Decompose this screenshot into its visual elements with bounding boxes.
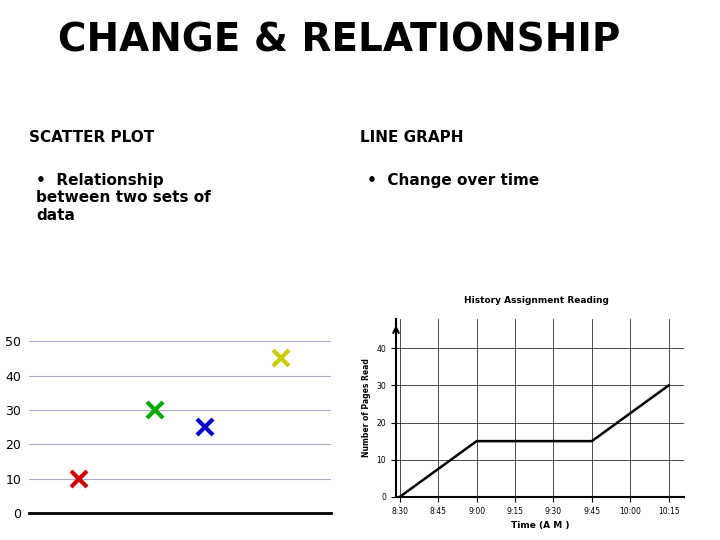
Text: •  Relationship
between two sets of
data: • Relationship between two sets of data — [36, 173, 211, 222]
Text: History Assignment Reading: History Assignment Reading — [464, 296, 609, 305]
Text: •  Change over time: • Change over time — [367, 173, 539, 188]
Text: SCATTER PLOT: SCATTER PLOT — [29, 130, 154, 145]
Text: LINE GRAPH: LINE GRAPH — [360, 130, 464, 145]
Text: CHANGE & RELATIONSHIP: CHANGE & RELATIONSHIP — [58, 22, 620, 59]
X-axis label: Time (A M ): Time (A M ) — [510, 521, 570, 530]
Y-axis label: Number of Pages Read: Number of Pages Read — [362, 358, 371, 457]
